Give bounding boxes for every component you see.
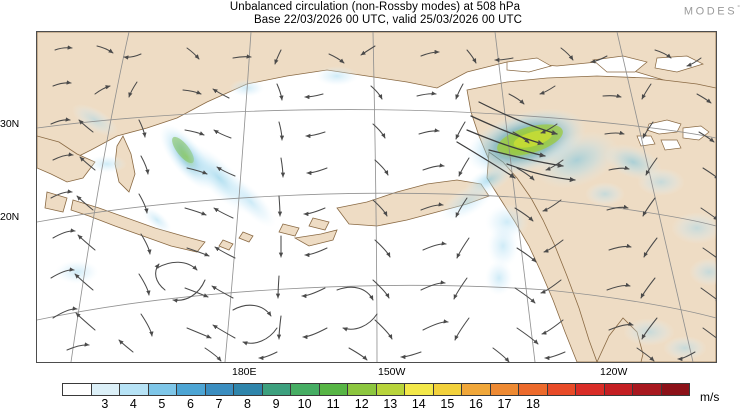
colorbar-cell-19 <box>604 384 633 395</box>
colorbar-tick-8: 8 <box>244 397 252 411</box>
map-canvas <box>37 32 716 362</box>
colorbar-tick-18: 18 <box>526 397 540 411</box>
colorbar[interactable]: 3 4 5 6 7 8 9 10 11 12 13 14 15 16 17 18 <box>62 383 690 411</box>
colorbar-cell-1 <box>91 384 120 395</box>
colorbar-tick-15: 15 <box>440 397 455 411</box>
colorbar-cell-13 <box>433 384 462 395</box>
title-block: Unbalanced circulation (non-Rossby modes… <box>0 1 750 27</box>
lat-label-30n: 30N <box>0 118 20 130</box>
wind-vectors <box>50 45 716 362</box>
colorbar-cell-10 <box>348 384 377 395</box>
jet-streamlines <box>456 101 576 183</box>
colorbar-ticks: 3 4 5 6 7 8 9 10 11 12 13 14 15 16 17 18 <box>62 397 690 413</box>
colorbar-tick-5: 5 <box>158 397 166 411</box>
map-panel[interactable] <box>36 31 717 363</box>
modes-logo-mark: ° <box>737 5 740 12</box>
colorbar-gradient <box>62 383 690 396</box>
colorbar-cell-12 <box>405 384 434 395</box>
colorbar-tick-12: 12 <box>354 397 369 411</box>
colorbar-cell-21 <box>661 384 689 395</box>
lon-label-150w: 150W <box>378 366 406 378</box>
lat-label-20n: 20N <box>0 211 20 223</box>
arctic-inlets <box>506 55 704 73</box>
lon-label-120w: 120W <box>600 366 628 378</box>
colorbar-cell-14 <box>462 384 491 395</box>
colorbar-tick-11: 11 <box>326 397 340 411</box>
page-title: Unbalanced circulation (non-Rossby modes… <box>229 1 521 13</box>
colorbar-cell-11 <box>376 384 405 395</box>
colorbar-cell-2 <box>120 384 149 395</box>
colorbar-tick-9: 9 <box>272 397 280 411</box>
colorbar-cell-3 <box>148 384 177 395</box>
colorbar-cell-4 <box>177 384 206 395</box>
colorbar-cell-17 <box>547 384 576 395</box>
colorbar-cell-18 <box>576 384 605 395</box>
colorbar-cell-5 <box>205 384 234 395</box>
colorbar-cell-15 <box>490 384 519 395</box>
colorbar-tick-3: 3 <box>101 397 109 411</box>
colorbar-tick-17: 17 <box>497 397 512 411</box>
colorbar-tick-16: 16 <box>468 397 483 411</box>
colorbar-tick-10: 10 <box>297 397 312 411</box>
colorbar-tick-13: 13 <box>383 397 398 411</box>
colorbar-cell-20 <box>633 384 662 395</box>
colorbar-tick-14: 14 <box>411 397 426 411</box>
colorbar-tick-4: 4 <box>129 397 137 411</box>
swirl-vectors <box>154 261 378 346</box>
modes-logo-text: MODES <box>683 5 738 18</box>
colorbar-cell-0 <box>63 384 92 395</box>
land-polygons <box>37 32 716 362</box>
colorbar-tick-7: 7 <box>215 397 223 411</box>
page-subtitle: Base 22/03/2026 00 UTC, valid 25/03/2026… <box>253 14 523 26</box>
colorbar-cell-9 <box>319 384 348 395</box>
colorbar-unit-label: m/s <box>700 390 720 404</box>
colorbar-cell-6 <box>234 384 263 395</box>
lon-label-180e: 180E <box>232 366 257 378</box>
colorbar-cell-8 <box>291 384 320 395</box>
colorbar-tick-6: 6 <box>186 397 194 411</box>
colorbar-cell-16 <box>519 384 548 395</box>
modes-logo: MODES° <box>684 5 740 18</box>
colorbar-cell-7 <box>262 384 291 395</box>
